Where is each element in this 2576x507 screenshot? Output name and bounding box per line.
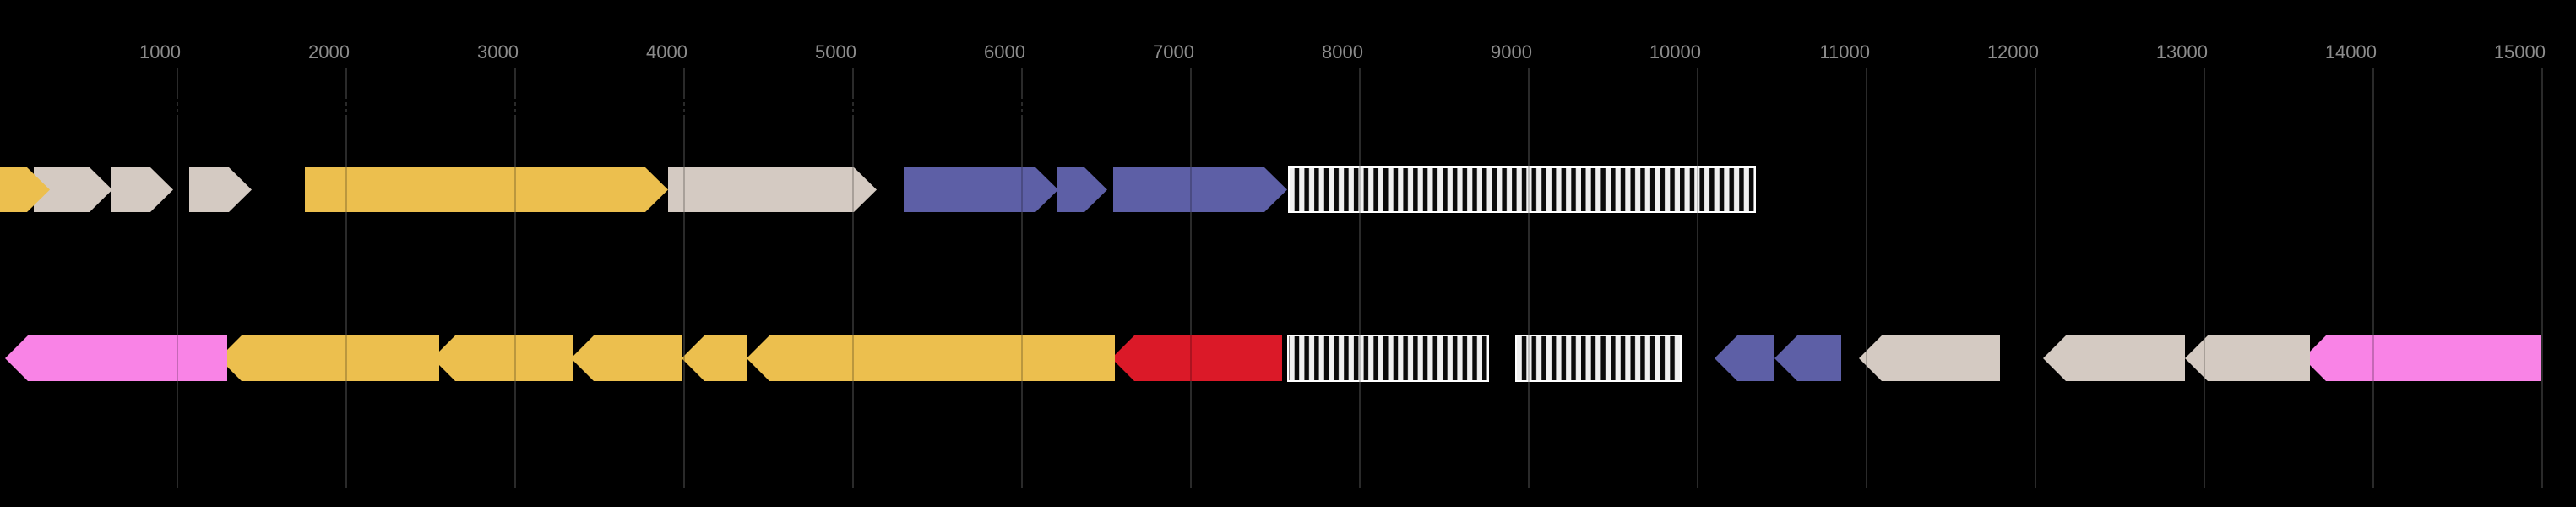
svg-text:4000: 4000 xyxy=(646,41,687,63)
svg-text:15000: 15000 xyxy=(2494,41,2546,63)
svg-text:3000: 3000 xyxy=(477,41,519,63)
svg-text:11000: 11000 xyxy=(1819,41,1870,63)
svg-text:13000: 13000 xyxy=(2156,41,2208,63)
svg-text:6000: 6000 xyxy=(984,41,1025,63)
svg-text:14000: 14000 xyxy=(2325,41,2377,63)
svg-text:7000: 7000 xyxy=(1153,41,1194,63)
svg-text:5000: 5000 xyxy=(815,41,856,63)
svg-text:8000: 8000 xyxy=(1322,41,1363,63)
svg-text:2000: 2000 xyxy=(308,41,350,63)
svg-text:1000: 1000 xyxy=(139,41,181,63)
svg-text:10000: 10000 xyxy=(1649,41,1701,63)
svg-text:12000: 12000 xyxy=(1987,41,2039,63)
svg-text:9000: 9000 xyxy=(1491,41,1532,63)
